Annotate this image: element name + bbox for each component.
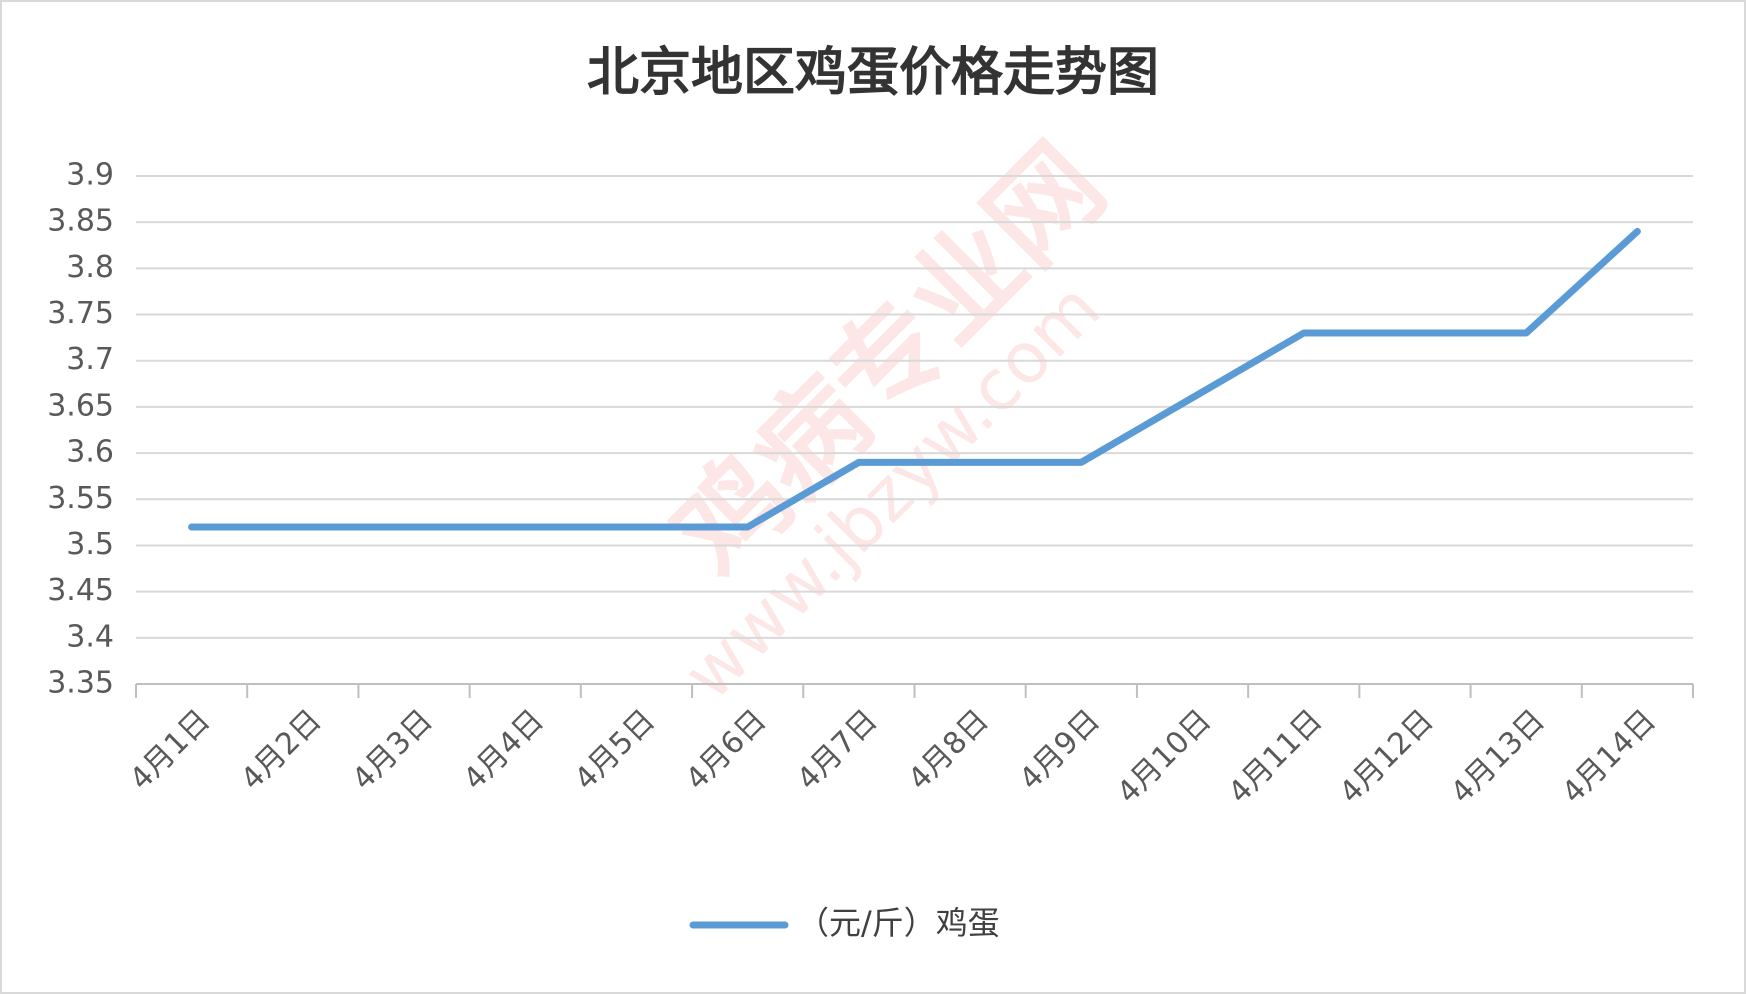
y-tick-label: 3.45: [47, 573, 114, 608]
y-tick-label: 3.6: [66, 435, 114, 470]
y-tick-label: 3.7: [66, 342, 114, 377]
series-line: [188, 227, 1641, 531]
legend-label: （元/斤）鸡蛋: [797, 904, 1000, 942]
y-tick-label: 3.9: [66, 158, 114, 193]
y-tick-label: 3.35: [47, 666, 114, 701]
chart-title: 北京地区鸡蛋价格走势图: [587, 43, 1159, 103]
y-tick-label: 3.55: [47, 481, 114, 516]
y-tick-label: 3.85: [47, 204, 114, 239]
y-tick-label: 3.75: [47, 296, 114, 331]
y-tick-label: 3.8: [66, 250, 114, 285]
y-tick-label: 3.5: [66, 527, 114, 562]
y-tick-label: 3.65: [47, 388, 114, 423]
y-tick-label: 3.4: [66, 619, 114, 654]
